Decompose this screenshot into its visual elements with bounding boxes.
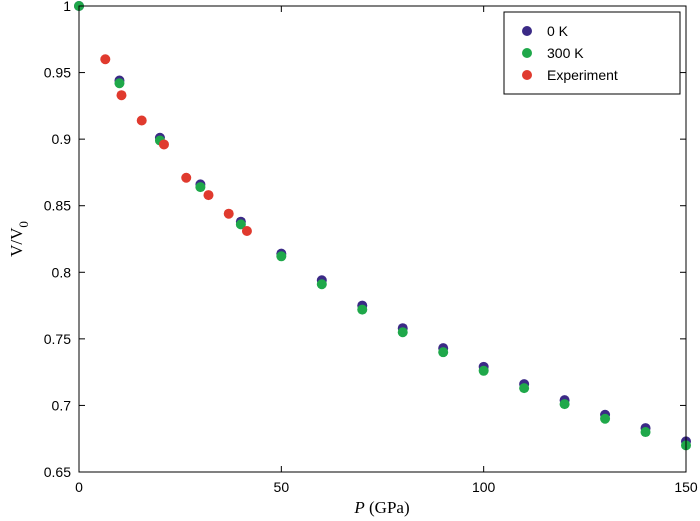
data-point-300-k — [519, 383, 530, 394]
legend-label-300k: 300 K — [547, 45, 584, 61]
data-point-experiment — [241, 226, 252, 237]
y-axis-label-subscript: 0 — [16, 221, 31, 228]
series-300-k — [74, 1, 691, 451]
y-tick-label: 0.8 — [52, 264, 72, 280]
y-tick-label: 0.85 — [44, 198, 71, 214]
x-axis-label: P (GPa) — [353, 498, 409, 517]
data-point-300-k — [478, 365, 489, 376]
data-point-experiment — [203, 190, 214, 201]
data-point-300-k — [195, 182, 206, 193]
data-point-experiment — [116, 90, 127, 101]
legend-label-experiment: Experiment — [547, 67, 618, 83]
data-point-experiment — [100, 54, 111, 65]
data-point-300-k — [276, 251, 287, 262]
x-tick-label: 150 — [674, 479, 698, 495]
data-point-300-k — [114, 78, 125, 89]
data-point-300-k — [357, 304, 368, 315]
x-tick-label: 50 — [274, 479, 290, 495]
series-experiment — [100, 54, 252, 237]
legend-label-0k: 0 K — [547, 23, 569, 39]
y-tick-label: 0.9 — [52, 131, 72, 147]
legend: 0 K 300 K Experiment — [503, 11, 681, 95]
legend-marker-0k — [522, 26, 532, 36]
legend-marker-300k — [522, 48, 532, 58]
y-axis-label-main: V/V — [7, 227, 26, 257]
data-point-experiment — [181, 172, 192, 183]
y-tick-label: 0.75 — [44, 331, 71, 347]
plot-frame — [78, 5, 687, 473]
data-point-300-k — [559, 399, 570, 410]
x-tick-label: 0 — [75, 479, 83, 495]
data-point-300-k — [235, 219, 246, 230]
data-point-experiment — [158, 139, 169, 150]
legend-marker-experiment — [522, 70, 532, 80]
x-tick-label: 100 — [472, 479, 496, 495]
data-point-300-k — [640, 427, 651, 438]
y-tick-label: 0.95 — [44, 65, 71, 81]
data-point-300-k — [397, 327, 408, 338]
x-axis-label-unit: (GPa) — [365, 498, 410, 517]
data-point-300-k — [600, 413, 611, 424]
tick-labels: 0 50 100 150 0.65 0.7 0.75 0.8 0.85 0.9 0.95 1 — [44, 0, 698, 495]
data-point-300-k — [438, 347, 449, 358]
x-axis-label-symbol: P — [353, 498, 364, 517]
y-tick-label: 0.7 — [52, 397, 72, 413]
y-tick-label: 0.65 — [44, 464, 71, 480]
legend-box — [503, 11, 681, 95]
data-points — [74, 1, 691, 451]
data-point-experiment — [136, 115, 147, 126]
y-tick-label: 1 — [63, 0, 71, 14]
y-axis-label: V/V0 — [7, 221, 31, 257]
data-point-experiment — [223, 208, 234, 219]
data-point-300-k — [316, 279, 327, 290]
